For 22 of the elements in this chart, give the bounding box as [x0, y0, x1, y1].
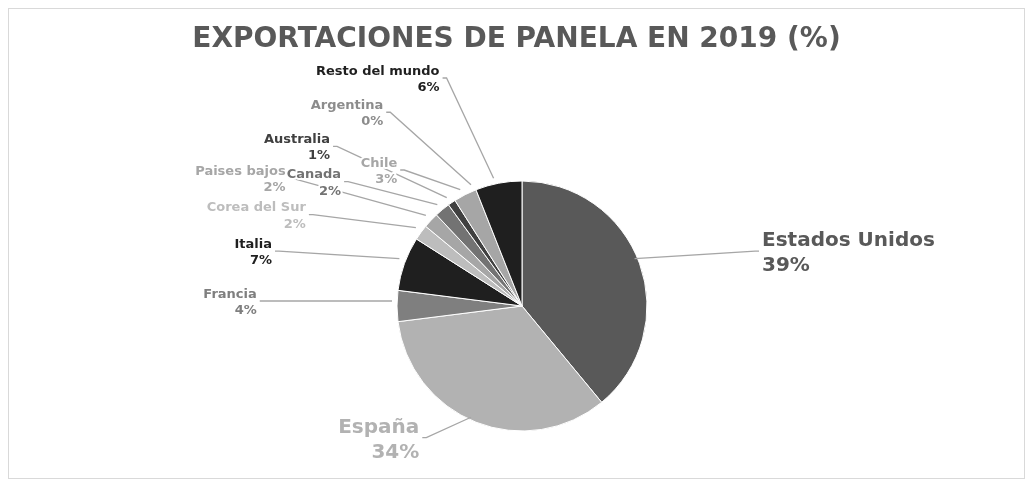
text: 0%	[361, 113, 384, 129]
slice-label: Paises bajos	[195, 163, 286, 179]
slice-label: Corea del Sur	[206, 199, 307, 215]
slice-label: Estados Unidos	[762, 227, 935, 252]
slice-label: Italia	[234, 235, 272, 251]
data-label: 7%	[249, 252, 272, 268]
data-label: 39%	[762, 252, 810, 277]
slice-label: España	[338, 413, 420, 438]
chart-title: EXPORTACIONES DE PANELA EN 2019 (%)	[191, 20, 842, 54]
data-label: 2%	[263, 179, 286, 195]
data-label: 1%	[307, 147, 331, 163]
slice-label: Canada	[286, 166, 342, 182]
slice-label: Francia	[203, 285, 257, 301]
slice-label: Resto del mundo	[315, 62, 440, 78]
data-label: 4%	[234, 302, 257, 317]
data-label: 6%	[417, 79, 440, 95]
slice-label: Australia	[263, 131, 331, 147]
data-label: 2%	[319, 182, 342, 198]
data-label: 3%	[375, 171, 398, 187]
data-label: 34%	[371, 438, 420, 463]
data-label: 2%	[283, 215, 306, 231]
category-label: Argentina	[310, 97, 384, 113]
